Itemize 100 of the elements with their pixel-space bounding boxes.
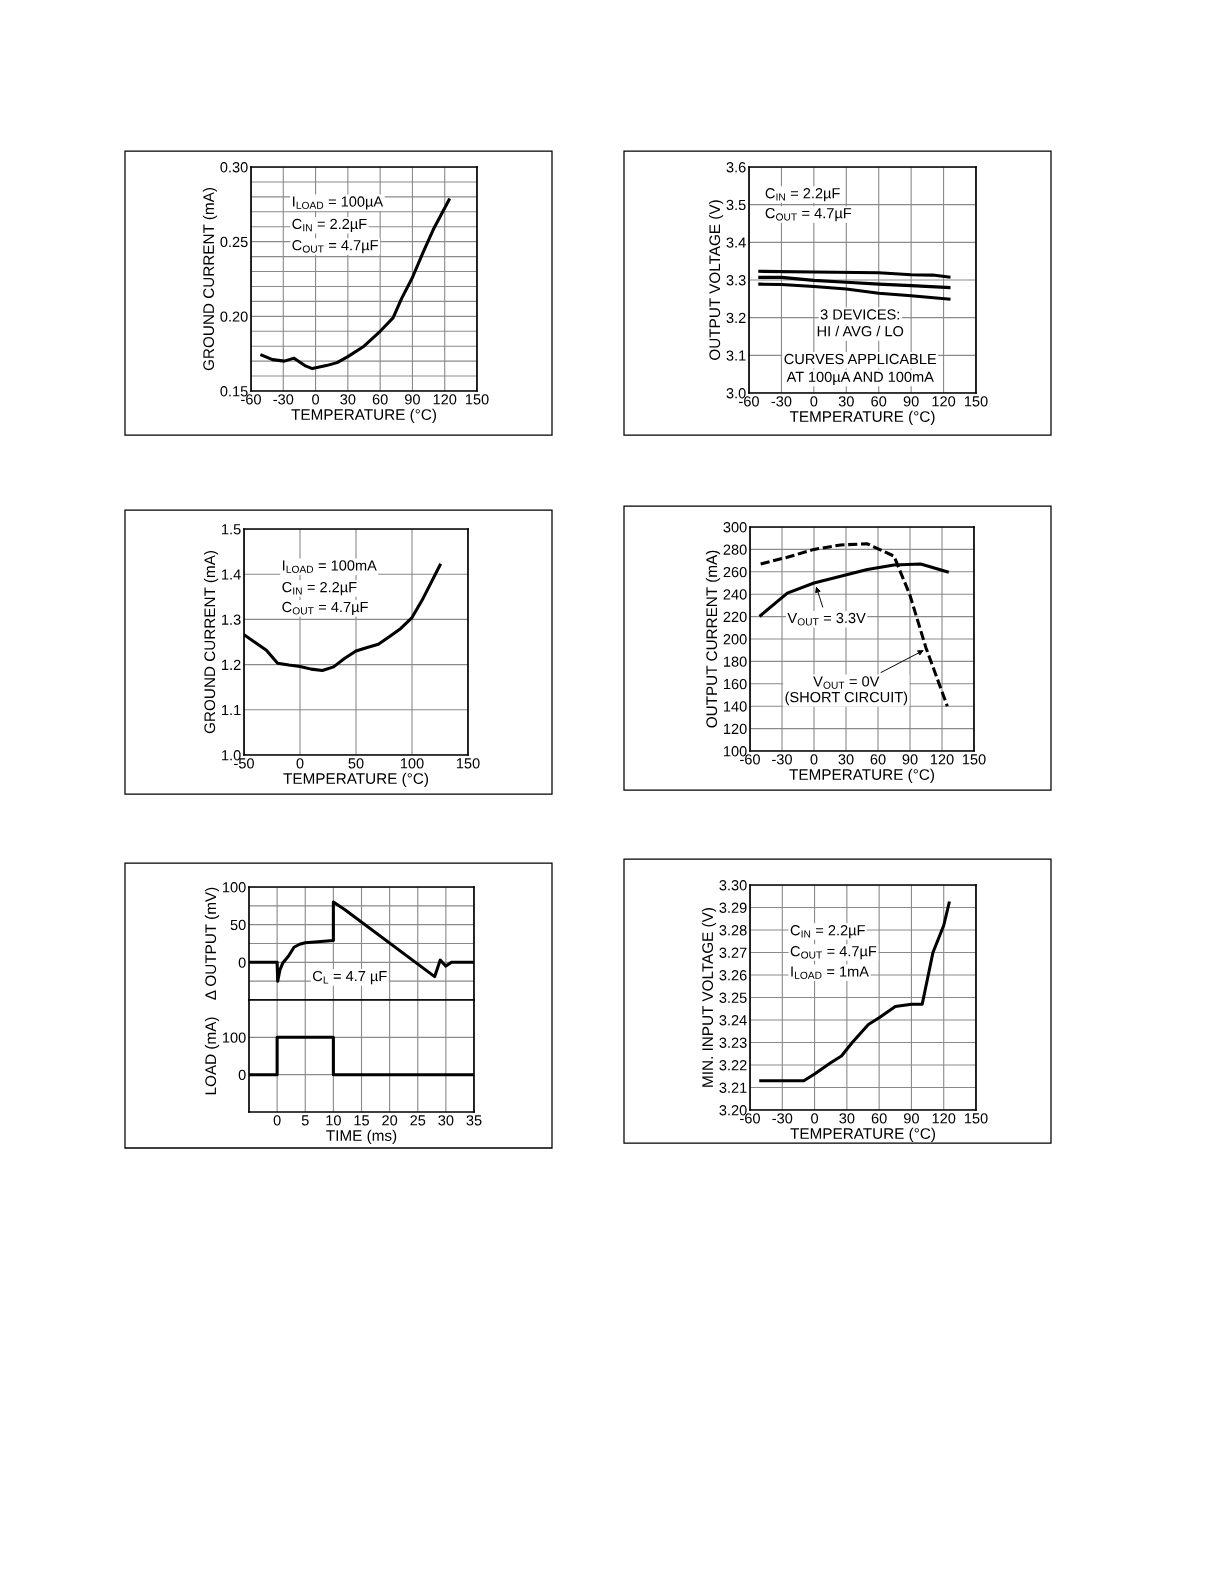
x-tick-label: 120 xyxy=(930,754,954,765)
x-tick-label: 0 xyxy=(296,758,304,769)
x-tick-label: 0 xyxy=(810,754,818,765)
y-tick-label: 0.30 xyxy=(220,162,248,173)
y-tick-label: 0.25 xyxy=(220,236,248,248)
y-axis-title: MIN. INPUT VOLTAGE (V) xyxy=(701,908,717,1087)
y-tick-label: 1.1 xyxy=(222,705,241,716)
x-tick-label: 30 xyxy=(438,1115,454,1126)
y-tick-label: 3.21 xyxy=(719,1082,747,1093)
x-tick-label: -30 xyxy=(772,1113,793,1124)
x-tick-label: 60 xyxy=(372,394,388,405)
x-tick-label: 15 xyxy=(354,1115,369,1126)
x-axis-title: TEMPERATURE (°C) xyxy=(789,410,935,425)
y-tick-label: 3.25 xyxy=(719,992,747,1003)
annotation: V$_{OUT}$ = 3.3V xyxy=(787,612,866,626)
annotation: I$_{LOAD}$ = 1mA xyxy=(791,966,869,979)
y-axis-title: Δ OUTPUT (mV) xyxy=(204,887,220,1000)
x-tick-label: 0 xyxy=(810,396,818,407)
annotation: C$_{OUT}$ = 4.7µF xyxy=(765,207,852,222)
x-tick-label: 90 xyxy=(903,396,919,407)
x-tick-label: 25 xyxy=(410,1115,426,1126)
annotation: AT 100µA AND 100mA xyxy=(786,371,934,385)
y-tick-label: 3.5 xyxy=(726,199,746,211)
x-tick-label: 60 xyxy=(871,396,887,407)
x-axis-title: TIME (ms) xyxy=(326,1129,397,1144)
y-axis-title: GROUND CURRENT (mA) xyxy=(203,551,219,734)
annotation: V$_{OUT}$ = 0V (SHORT CIRCUIT) xyxy=(785,676,908,706)
x-tick-label: 30 xyxy=(838,754,854,765)
annotation: C$_{IN}$ = 2.2µF xyxy=(765,188,840,202)
x-tick-label: 100 xyxy=(400,758,424,769)
annotation: C$_{L}$ = 4.7 µF xyxy=(312,970,387,985)
y-tick-label: 260 xyxy=(723,566,747,578)
y-tick-label: 220 xyxy=(723,611,747,623)
y-tick-label: 3.28 xyxy=(719,925,747,936)
y-tick-label: 100 xyxy=(223,1032,246,1043)
line-series xyxy=(758,282,951,301)
x-tick-label: 120 xyxy=(433,394,457,405)
y-tick-label: 0 xyxy=(238,1069,246,1081)
x-tick-label: 60 xyxy=(870,754,886,765)
y-axis-title: GROUND CURRENT (mA) xyxy=(202,188,218,371)
x-axis-title: TEMPERATURE (°C) xyxy=(291,408,436,423)
x-tick-label: 50 xyxy=(348,758,364,769)
x-tick-label: 35 xyxy=(466,1115,482,1126)
y-tick-label: 200 xyxy=(723,634,747,645)
y-tick-label: 1.5 xyxy=(222,524,241,535)
annotation: C$_{IN}$ = 2.2µF xyxy=(292,218,367,232)
y-tick-label: 3.6 xyxy=(726,162,746,173)
y-tick-label: 1.2 xyxy=(222,659,241,670)
x-axis-title: TEMPERATURE (°C) xyxy=(790,1127,935,1142)
x-axis-title: TEMPERATURE (°C) xyxy=(283,772,428,787)
y-tick-label: 3.30 xyxy=(719,880,747,891)
y-tick-label: 50 xyxy=(230,919,246,931)
x-tick-label: 30 xyxy=(838,396,854,407)
y-tick-label: 3.4 xyxy=(726,237,746,248)
y-tick-label: 3.22 xyxy=(719,1060,747,1071)
x-tick-label: -30 xyxy=(772,754,792,765)
y-tick-label: 1.3 xyxy=(222,614,241,625)
y-tick-label: 3.23 xyxy=(719,1037,747,1048)
y-axis-title: OUTPUT VOLTAGE (V) xyxy=(708,200,724,360)
y-tick-label: 3.27 xyxy=(719,947,747,958)
y-tick-label: 140 xyxy=(724,701,747,712)
annotation: C$_{OUT}$ = 4.7µF xyxy=(292,240,378,254)
annotation: CURVES APPLICABLE xyxy=(784,353,937,365)
x-tick-label: 150 xyxy=(465,394,489,405)
y-tick-label: 240 xyxy=(723,589,747,600)
y-tick-label: 100 xyxy=(223,882,246,893)
y-tick-label: 0 xyxy=(238,957,246,968)
annotation: C$_{OUT}$ = 4.7µF xyxy=(282,601,368,616)
x-tick-label: 150 xyxy=(962,754,986,765)
line-series xyxy=(759,901,951,1083)
y-tick-label: 3.26 xyxy=(719,970,747,981)
x-tick-label: 150 xyxy=(964,396,988,407)
y-tick-label: 0.20 xyxy=(220,311,248,322)
x-tick-label: 120 xyxy=(932,1113,956,1124)
x-tick-label: 60 xyxy=(871,1113,887,1124)
x-tick-label: 30 xyxy=(340,394,356,405)
x-tick-label: 20 xyxy=(382,1115,398,1126)
annotation: I$_{LOAD}$ = 100µA xyxy=(293,196,384,210)
x-tick-label: 90 xyxy=(902,754,918,765)
annotation: C$_{IN}$ = 2.2µF xyxy=(282,581,357,596)
y-tick-label: 160 xyxy=(724,678,747,690)
x-tick-label: 5 xyxy=(301,1115,309,1126)
y-tick-label: 3.29 xyxy=(719,902,747,913)
y-tick-label: 280 xyxy=(723,544,747,555)
annotation: 3 DEVICES: xyxy=(820,309,900,320)
x-tick-label: 0 xyxy=(312,394,320,405)
x-tick-label: 150 xyxy=(456,758,480,769)
x-tick-label: 120 xyxy=(932,396,956,407)
x-tick-label: 150 xyxy=(964,1113,988,1124)
y-tick-label: 120 xyxy=(724,723,747,735)
annotation: C$_{OUT}$ = 4.7µF xyxy=(790,946,877,960)
y-tick-label: 3.3 xyxy=(726,275,746,286)
line-series xyxy=(260,198,451,371)
x-tick-label: 0 xyxy=(273,1115,281,1126)
y-tick-label: 300 xyxy=(723,522,747,533)
annotation: C$_{IN}$ = 2.2µF xyxy=(790,925,865,939)
x-tick-label: 0 xyxy=(811,1113,819,1124)
line-series xyxy=(759,542,949,708)
y-tick-label: 1.4 xyxy=(222,569,241,580)
x-tick-label: -30 xyxy=(771,396,792,407)
